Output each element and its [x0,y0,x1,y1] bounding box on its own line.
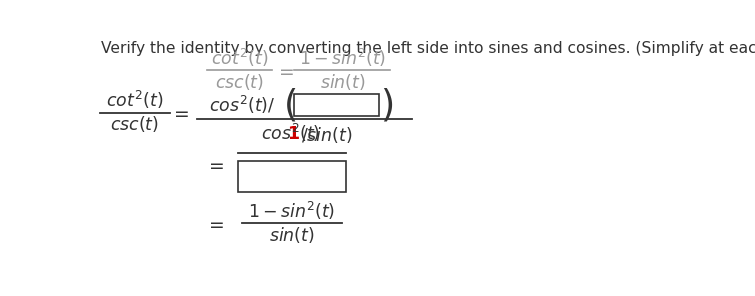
Text: $=$: $=$ [170,103,190,122]
Text: $($: $($ [282,87,296,124]
Text: $1 - \mathit{sin}^2(t)$: $1 - \mathit{sin}^2(t)$ [299,46,386,69]
Text: $/\mathit{sin}(t)$: $/\mathit{sin}(t)$ [300,125,352,145]
Text: $\mathit{cos}^2(t)/$: $\mathit{cos}^2(t)/$ [209,94,276,116]
Text: $)$: $)$ [381,87,393,124]
Text: $1 - \mathit{sin}^2(t)$: $1 - \mathit{sin}^2(t)$ [248,200,335,222]
Text: $\mathbf{1}$: $\mathbf{1}$ [287,125,300,143]
Text: $\mathit{cot}^2(t)$: $\mathit{cot}^2(t)$ [211,46,268,69]
Text: Verify the identity by converting the left side into sines and cosines. (Simplif: Verify the identity by converting the le… [100,41,755,56]
Text: $\mathit{cos}^2(t)$: $\mathit{cos}^2(t)$ [261,122,320,144]
Text: $\mathit{csc}(t)$: $\mathit{csc}(t)$ [110,114,159,134]
Text: $=$: $=$ [205,155,224,174]
Text: $\mathit{sin}(t)$: $\mathit{sin}(t)$ [269,225,315,245]
Text: $\mathit{sin}(t)$: $\mathit{sin}(t)$ [319,72,365,92]
Text: $=$: $=$ [275,61,294,80]
Text: $\mathit{cot}^2(t)$: $\mathit{cot}^2(t)$ [106,89,163,111]
FancyBboxPatch shape [238,161,347,192]
Text: $=$: $=$ [205,214,224,233]
FancyBboxPatch shape [294,94,379,116]
Text: $\mathit{csc}(t)$: $\mathit{csc}(t)$ [214,72,263,92]
